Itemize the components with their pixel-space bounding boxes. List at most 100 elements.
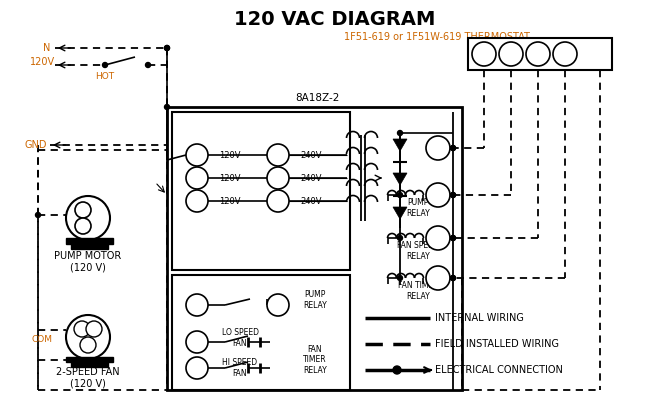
Circle shape (450, 192, 456, 197)
Text: F2: F2 (190, 196, 204, 206)
Circle shape (397, 130, 403, 135)
Circle shape (393, 366, 401, 374)
Text: FAN
TIMER
RELAY: FAN TIMER RELAY (303, 345, 327, 375)
Text: Y: Y (434, 233, 442, 243)
Text: PUMP
RELAY: PUMP RELAY (303, 290, 327, 310)
Text: PUMP
RELAY: PUMP RELAY (406, 198, 430, 218)
Text: 120V: 120V (219, 197, 241, 205)
Text: L2: L2 (271, 150, 285, 160)
Text: LO SPEED
FAN: LO SPEED FAN (222, 328, 259, 348)
Bar (66, 357, 113, 362)
Text: 120V: 120V (219, 150, 241, 160)
Circle shape (66, 315, 110, 359)
Circle shape (526, 42, 550, 66)
Circle shape (186, 357, 208, 379)
Circle shape (450, 276, 456, 280)
Text: L1: L1 (190, 300, 204, 310)
Circle shape (397, 276, 403, 280)
Text: 8A18Z-2: 8A18Z-2 (295, 93, 340, 103)
Circle shape (75, 218, 91, 234)
Circle shape (450, 192, 456, 197)
Text: GND: GND (25, 140, 47, 150)
Text: HI: HI (191, 363, 203, 373)
Text: F2: F2 (271, 196, 285, 206)
Bar (66, 238, 113, 244)
Text: FAN TIMER
RELAY: FAN TIMER RELAY (398, 281, 438, 301)
Circle shape (397, 235, 403, 241)
Text: LO: LO (76, 332, 86, 338)
Text: COM: COM (31, 336, 52, 344)
Text: 240V: 240V (300, 197, 322, 205)
Text: N: N (43, 43, 50, 53)
Circle shape (74, 321, 90, 337)
Bar (172, 275, 350, 390)
Text: FAN SPEED
RELAY: FAN SPEED RELAY (397, 241, 439, 261)
Circle shape (472, 42, 496, 66)
Circle shape (165, 46, 170, 51)
Text: P2: P2 (190, 173, 204, 183)
Text: W: W (432, 190, 444, 200)
Text: HOT: HOT (95, 72, 115, 80)
Circle shape (186, 190, 208, 212)
Text: HI SPEED
FAN: HI SPEED FAN (222, 358, 257, 378)
Text: W: W (505, 49, 517, 59)
Text: G: G (433, 273, 443, 283)
Polygon shape (393, 139, 407, 151)
Circle shape (499, 42, 523, 66)
Text: G: G (560, 49, 570, 59)
Circle shape (426, 136, 450, 160)
Circle shape (450, 145, 456, 150)
Text: P1: P1 (271, 300, 285, 310)
Circle shape (80, 337, 96, 353)
Bar (71, 362, 108, 367)
Text: R: R (433, 143, 442, 153)
Polygon shape (393, 173, 407, 185)
Text: 240V: 240V (300, 150, 322, 160)
Circle shape (66, 196, 110, 240)
Circle shape (426, 226, 450, 250)
Circle shape (397, 192, 403, 197)
Bar (167, 107, 462, 390)
Circle shape (267, 190, 289, 212)
Circle shape (267, 167, 289, 189)
Text: 2-SPEED FAN
(120 V): 2-SPEED FAN (120 V) (56, 367, 120, 389)
Circle shape (186, 144, 208, 166)
Text: INTERNAL WIRING: INTERNAL WIRING (435, 313, 524, 323)
Text: 120V: 120V (219, 173, 241, 183)
Bar (172, 112, 350, 270)
Circle shape (145, 62, 151, 67)
Polygon shape (393, 207, 407, 219)
Text: ELECTRICAL CONNECTION: ELECTRICAL CONNECTION (435, 365, 563, 375)
Text: 240V: 240V (300, 173, 322, 183)
Circle shape (86, 321, 102, 337)
Text: FIELD INSTALLED WIRING: FIELD INSTALLED WIRING (435, 339, 559, 349)
Text: 120V: 120V (30, 57, 55, 67)
Circle shape (267, 294, 289, 316)
Circle shape (36, 212, 40, 217)
Circle shape (186, 294, 208, 316)
Text: PUMP MOTOR
(120 V): PUMP MOTOR (120 V) (54, 251, 122, 273)
Bar (71, 244, 108, 249)
Circle shape (426, 183, 450, 207)
Text: Y: Y (534, 49, 542, 59)
Circle shape (75, 202, 91, 218)
Circle shape (450, 235, 456, 241)
Circle shape (267, 144, 289, 166)
Text: 1F51-619 or 1F51W-619 THERMOSTAT: 1F51-619 or 1F51W-619 THERMOSTAT (344, 32, 530, 42)
Circle shape (450, 145, 456, 150)
Text: P2: P2 (271, 173, 285, 183)
Circle shape (553, 42, 577, 66)
Text: R: R (480, 49, 488, 59)
Circle shape (186, 167, 208, 189)
Circle shape (450, 235, 456, 241)
Circle shape (186, 331, 208, 353)
Circle shape (426, 266, 450, 290)
Circle shape (165, 104, 170, 109)
Circle shape (165, 46, 170, 51)
Text: 120 VAC DIAGRAM: 120 VAC DIAGRAM (234, 10, 436, 29)
Text: L0: L0 (190, 337, 204, 347)
Circle shape (450, 276, 456, 280)
Circle shape (103, 62, 107, 67)
Bar (468, 38, 612, 70)
Text: HI: HI (86, 344, 94, 350)
